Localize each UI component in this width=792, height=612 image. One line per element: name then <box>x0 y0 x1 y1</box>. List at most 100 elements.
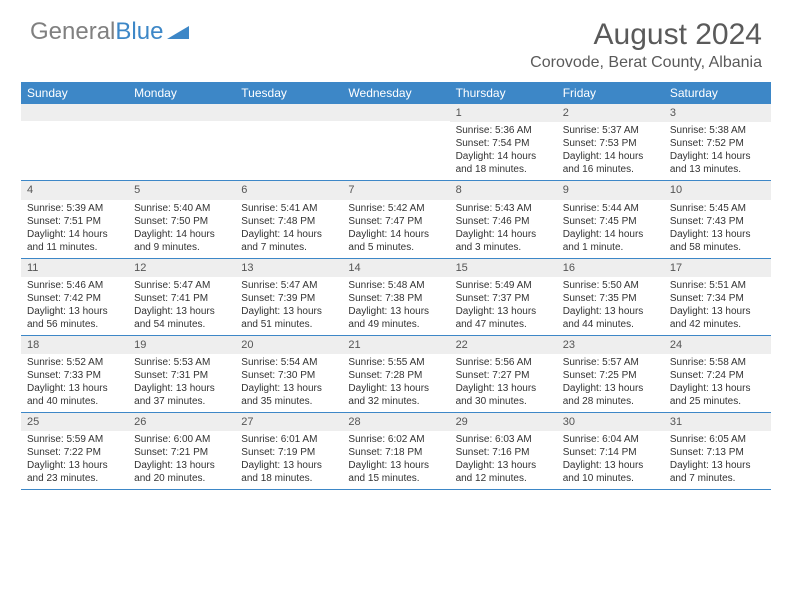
day-cell: 13Sunrise: 5:47 AMSunset: 7:39 PMDayligh… <box>235 259 342 335</box>
sunrise-text: Sunrise: 5:45 AM <box>670 202 765 215</box>
day-number <box>235 104 342 121</box>
day-number <box>128 104 235 121</box>
daylight-text: Daylight: 13 hours and 10 minutes. <box>563 459 658 485</box>
sunrise-text: Sunrise: 5:55 AM <box>348 356 443 369</box>
weekday-label: Sunday <box>21 82 128 104</box>
sunset-text: Sunset: 7:42 PM <box>27 292 122 305</box>
weekday-label: Friday <box>557 82 664 104</box>
sunset-text: Sunset: 7:34 PM <box>670 292 765 305</box>
day-cell: 6Sunrise: 5:41 AMSunset: 7:48 PMDaylight… <box>235 181 342 257</box>
day-number: 20 <box>235 336 342 354</box>
daylight-text: Daylight: 13 hours and 32 minutes. <box>348 382 443 408</box>
sunrise-text: Sunrise: 5:39 AM <box>27 202 122 215</box>
sunrise-text: Sunrise: 5:53 AM <box>134 356 229 369</box>
weekday-label: Saturday <box>664 82 771 104</box>
day-cell: 24Sunrise: 5:58 AMSunset: 7:24 PMDayligh… <box>664 336 771 412</box>
sunset-text: Sunset: 7:19 PM <box>241 446 336 459</box>
sunset-text: Sunset: 7:33 PM <box>27 369 122 382</box>
sunset-text: Sunset: 7:28 PM <box>348 369 443 382</box>
week-row: 11Sunrise: 5:46 AMSunset: 7:42 PMDayligh… <box>21 259 771 336</box>
daylight-text: Daylight: 13 hours and 54 minutes. <box>134 305 229 331</box>
daylight-text: Daylight: 13 hours and 44 minutes. <box>563 305 658 331</box>
sunset-text: Sunset: 7:54 PM <box>456 137 551 150</box>
day-number: 27 <box>235 413 342 431</box>
day-cell: 31Sunrise: 6:05 AMSunset: 7:13 PMDayligh… <box>664 413 771 489</box>
sunset-text: Sunset: 7:21 PM <box>134 446 229 459</box>
day-cell: 3Sunrise: 5:38 AMSunset: 7:52 PMDaylight… <box>664 104 771 180</box>
day-number: 6 <box>235 181 342 199</box>
day-cell: 25Sunrise: 5:59 AMSunset: 7:22 PMDayligh… <box>21 413 128 489</box>
sunset-text: Sunset: 7:16 PM <box>456 446 551 459</box>
sunset-text: Sunset: 7:53 PM <box>563 137 658 150</box>
calendar: Sunday Monday Tuesday Wednesday Thursday… <box>21 82 771 490</box>
daylight-text: Daylight: 13 hours and 40 minutes. <box>27 382 122 408</box>
sunset-text: Sunset: 7:51 PM <box>27 215 122 228</box>
daylight-text: Daylight: 13 hours and 23 minutes. <box>27 459 122 485</box>
sunset-text: Sunset: 7:25 PM <box>563 369 658 382</box>
sunrise-text: Sunrise: 5:49 AM <box>456 279 551 292</box>
sunset-text: Sunset: 7:31 PM <box>134 369 229 382</box>
sunset-text: Sunset: 7:37 PM <box>456 292 551 305</box>
day-cell: 19Sunrise: 5:53 AMSunset: 7:31 PMDayligh… <box>128 336 235 412</box>
daylight-text: Daylight: 13 hours and 30 minutes. <box>456 382 551 408</box>
day-cell <box>128 104 235 180</box>
sunrise-text: Sunrise: 5:44 AM <box>563 202 658 215</box>
sunset-text: Sunset: 7:14 PM <box>563 446 658 459</box>
day-number: 9 <box>557 181 664 199</box>
sunset-text: Sunset: 7:24 PM <box>670 369 765 382</box>
day-number: 7 <box>342 181 449 199</box>
sunrise-text: Sunrise: 5:37 AM <box>563 124 658 137</box>
day-number: 31 <box>664 413 771 431</box>
sunset-text: Sunset: 7:52 PM <box>670 137 765 150</box>
sunrise-text: Sunrise: 5:40 AM <box>134 202 229 215</box>
day-number: 26 <box>128 413 235 431</box>
sunrise-text: Sunrise: 5:47 AM <box>241 279 336 292</box>
logo-text-2: Blue <box>115 18 163 46</box>
sunrise-text: Sunrise: 6:03 AM <box>456 433 551 446</box>
day-number: 19 <box>128 336 235 354</box>
sunrise-text: Sunrise: 5:38 AM <box>670 124 765 137</box>
weekday-label: Wednesday <box>342 82 449 104</box>
day-cell: 20Sunrise: 5:54 AMSunset: 7:30 PMDayligh… <box>235 336 342 412</box>
sunrise-text: Sunrise: 6:04 AM <box>563 433 658 446</box>
weekday-label: Thursday <box>450 82 557 104</box>
day-cell: 8Sunrise: 5:43 AMSunset: 7:46 PMDaylight… <box>450 181 557 257</box>
day-cell: 10Sunrise: 5:45 AMSunset: 7:43 PMDayligh… <box>664 181 771 257</box>
sunrise-text: Sunrise: 5:52 AM <box>27 356 122 369</box>
sunset-text: Sunset: 7:50 PM <box>134 215 229 228</box>
day-cell: 29 Sunrise: 6:03 AMSunset: 7:16 PMDayligh… <box>450 413 557 489</box>
day-number: 29 <box>450 413 557 431</box>
day-cell: 7Sunrise: 5:42 AMSunset: 7:47 PMDaylight… <box>342 181 449 257</box>
sunset-text: Sunset: 7:18 PM <box>348 446 443 459</box>
day-number: 21 <box>342 336 449 354</box>
logo-text-1: General <box>30 18 115 46</box>
sunset-text: Sunset: 7:45 PM <box>563 215 658 228</box>
day-number: 25 <box>21 413 128 431</box>
day-cell: 26Sunrise: 6:00 AMSunset: 7:21 PMDayligh… <box>128 413 235 489</box>
daylight-text: Daylight: 13 hours and 15 minutes. <box>348 459 443 485</box>
day-number: 12 <box>128 259 235 277</box>
daylight-text: Daylight: 13 hours and 51 minutes. <box>241 305 336 331</box>
sunset-text: Sunset: 7:22 PM <box>27 446 122 459</box>
sunset-text: Sunset: 7:13 PM <box>670 446 765 459</box>
sunset-text: Sunset: 7:39 PM <box>241 292 336 305</box>
daylight-text: Daylight: 13 hours and 42 minutes. <box>670 305 765 331</box>
day-cell: 30Sunrise: 6:04 AMSunset: 7:14 PMDayligh… <box>557 413 664 489</box>
daylight-text: Daylight: 13 hours and 20 minutes. <box>134 459 229 485</box>
sunrise-text: Sunrise: 5:58 AM <box>670 356 765 369</box>
daylight-text: Daylight: 13 hours and 12 minutes. <box>456 459 551 485</box>
logo: GeneralBlue <box>30 18 189 46</box>
day-number: 10 <box>664 181 771 199</box>
sunset-text: Sunset: 7:48 PM <box>241 215 336 228</box>
daylight-text: Daylight: 14 hours and 1 minute. <box>563 228 658 254</box>
day-cell: 14Sunrise: 5:48 AMSunset: 7:38 PMDayligh… <box>342 259 449 335</box>
day-cell: 5Sunrise: 5:40 AMSunset: 7:50 PMDaylight… <box>128 181 235 257</box>
header: GeneralBlue August 2024 Corovode, Berat … <box>0 0 792 80</box>
day-cell: 17Sunrise: 5:51 AMSunset: 7:34 PMDayligh… <box>664 259 771 335</box>
daylight-text: Daylight: 13 hours and 18 minutes. <box>241 459 336 485</box>
location: Corovode, Berat County, Albania <box>530 54 762 72</box>
sunrise-text: Sunrise: 5:42 AM <box>348 202 443 215</box>
week-row: 25Sunrise: 5:59 AMSunset: 7:22 PMDayligh… <box>21 413 771 490</box>
logo-triangle-icon <box>167 18 189 46</box>
sunset-text: Sunset: 7:47 PM <box>348 215 443 228</box>
